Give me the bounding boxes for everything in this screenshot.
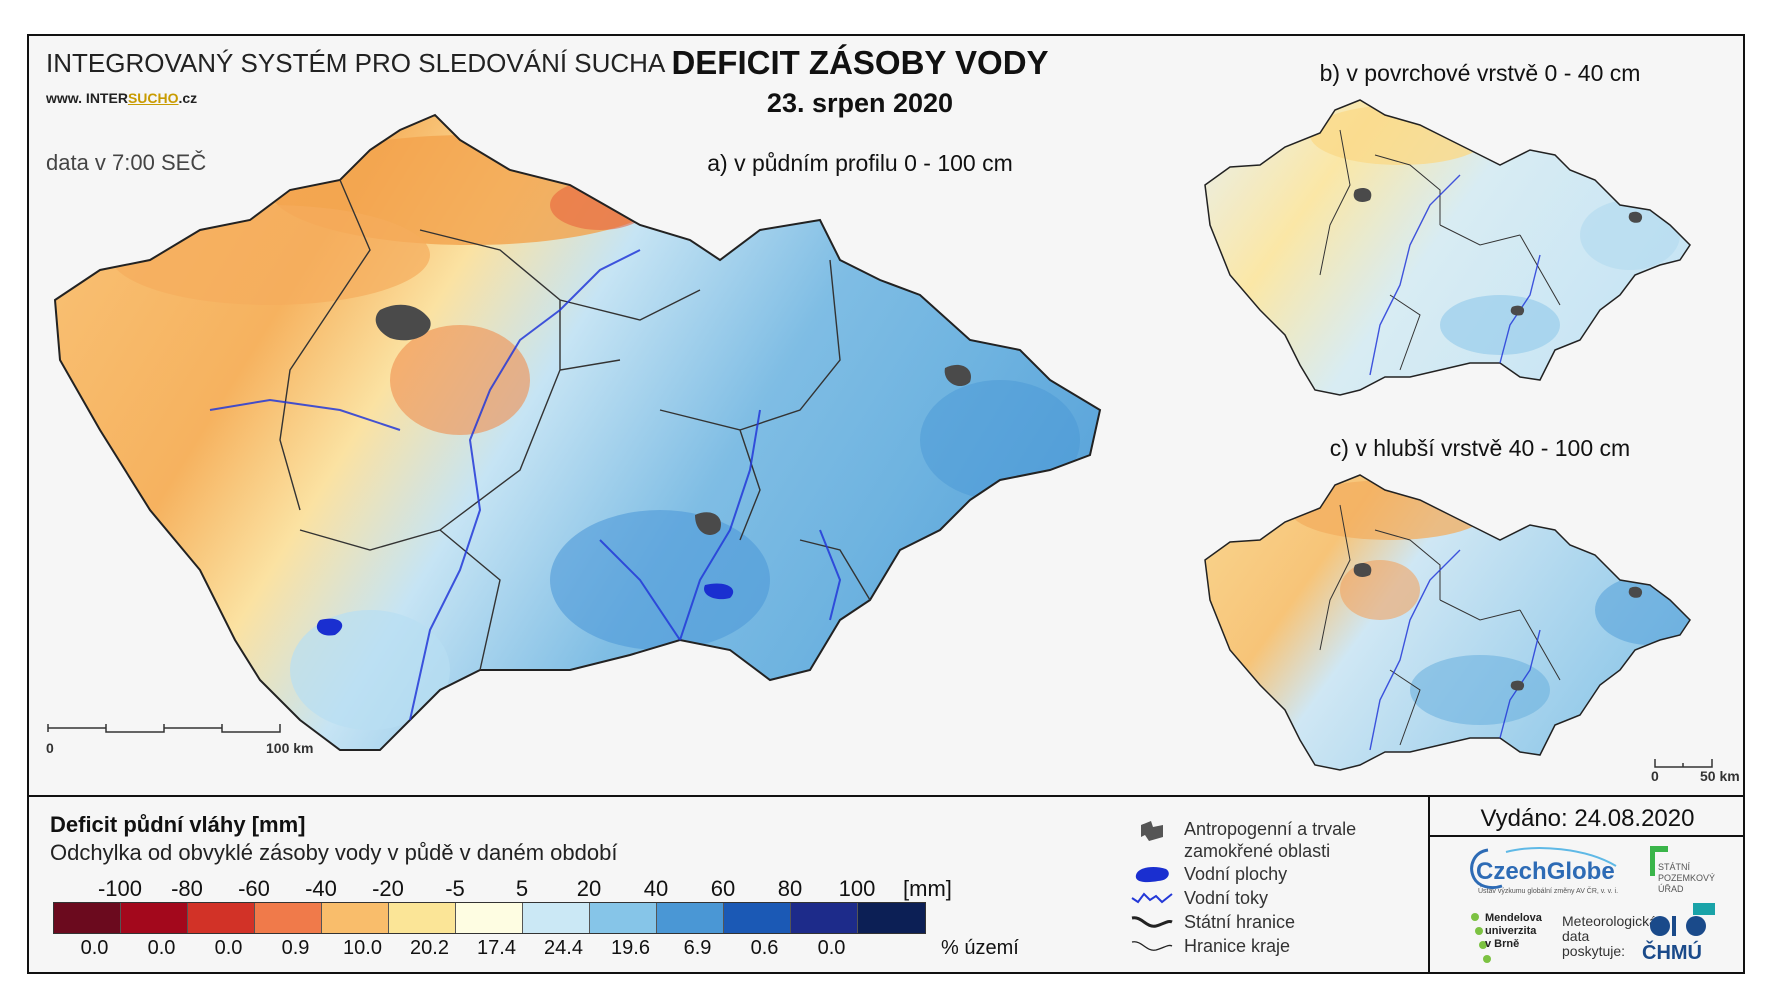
legend-tick-label: -100 (97, 876, 143, 901)
chmu-logo-icon (1650, 916, 1706, 936)
legend-percentage-value: 0.0 (80, 937, 109, 959)
legend-color-swatch (188, 903, 255, 933)
map-b-surface-0-40 (1204, 99, 1691, 396)
scale-bar-c (1654, 759, 1713, 768)
legend-anthropogenic: Antropogenní a trvale zamokřené oblasti (1130, 818, 1364, 862)
scale-c-end: 50 km (1700, 768, 1740, 784)
legend-tick-label: 80 (777, 876, 803, 901)
spu-logo-icon (1650, 846, 1668, 876)
legend-percentage-value: 6.9 (683, 937, 712, 959)
spu-logo: STÁTNÍ POZEMKOVÝ ÚŘAD (1658, 862, 1716, 894)
legend-title: Deficit půdní vláhy [mm] (50, 812, 306, 837)
legend-tick-label: -40 (305, 876, 337, 901)
legend-tick-label: 5 (515, 876, 529, 901)
water-body-icon (1130, 862, 1174, 886)
data-time: data v 7:00 SEČ (46, 150, 207, 175)
map-c-label: c) v hlubší vrstvě 40 - 100 cm (1329, 435, 1631, 461)
legend-streams: Vodní toky (1130, 886, 1268, 910)
website-link[interactable]: www. INTERSUCHO.cz (46, 90, 198, 106)
legend-tick-label: -60 (238, 876, 270, 901)
czechglobe-logo: CzechGlobe (1476, 858, 1615, 885)
main-title: DEFICIT ZÁSOBY VODY (671, 44, 1049, 81)
map-c-deep-40-100 (1204, 474, 1691, 771)
system-title: INTEGROVANÝ SYSTÉM PRO SLEDOVÁNÍ SUCHA (46, 48, 666, 78)
legend-color-swatch (121, 903, 188, 933)
legend-percentage-value: 0.6 (750, 937, 779, 959)
legend-percentage-value: 0.0 (147, 937, 176, 959)
divider (1428, 795, 1430, 974)
legend-tick-label: 100 (838, 876, 876, 901)
legend-subtitle: Odchylka od obvyklé zásoby vody v půdě v… (50, 840, 618, 865)
mendel-university-logo: Mendelova univerzita v Brně (1485, 912, 1542, 950)
legend-state-border: Státní hranice (1130, 910, 1295, 934)
czechglobe-logo-icon (1470, 847, 1617, 890)
map-a-label: a) v půdním profilu 0 - 100 cm (707, 150, 1013, 176)
legend-color-swatch (54, 903, 121, 933)
legend-color-swatch (322, 903, 389, 933)
scale-a-start: 0 (46, 740, 54, 756)
percent-label: % území (941, 937, 1019, 959)
stream-icon (1130, 886, 1174, 910)
legend-percentage-value: 0.0 (214, 937, 243, 959)
legend-tick-label: 60 (710, 876, 736, 901)
legend-color-swatch (858, 903, 925, 933)
legend-region-border: Hranice kraje (1130, 934, 1290, 958)
legend-percentage-value: 24.4 (544, 937, 583, 959)
legend-color-swatch (657, 903, 724, 933)
anthropogenic-area-icon (1130, 818, 1174, 842)
region-border-icon (1130, 934, 1174, 958)
legend-percentage-value: 0.0 (817, 937, 846, 959)
legend-percentage-value: 20.2 (410, 937, 449, 959)
scale-a-end: 100 km (266, 740, 314, 756)
legend-tick-label: 40 (643, 876, 669, 901)
issued-date: Vydáno: 24.08.2020 (1480, 805, 1695, 832)
legend-tick-label: -20 (372, 876, 404, 901)
legend-color-swatch (590, 903, 657, 933)
mendel-logo-icon (1471, 913, 1491, 963)
map-date: 23. srpen 2020 (766, 88, 954, 118)
legend-unit: [mm] (903, 876, 952, 901)
legend-color-swatch (255, 903, 322, 933)
scale-bar-a (47, 724, 281, 733)
legend-percentage-value: 0.9 (281, 937, 310, 959)
map-a-profile-0-100 (54, 114, 1101, 751)
legend-water-bodies: Vodní plochy (1130, 862, 1287, 886)
legend-percentage-value: 17.4 (477, 937, 516, 959)
state-border-icon (1130, 910, 1174, 934)
legend-tick-label: 20 (576, 876, 602, 901)
legend-percentage-value: 19.6 (611, 937, 650, 959)
legend-color-swatch (456, 903, 523, 933)
legend-color-swatch (724, 903, 791, 933)
legend-colorbar (53, 902, 926, 934)
map-b-label: b) v povrchové vrstvě 0 - 40 cm (1319, 60, 1641, 86)
legend-tick-label: -80 (171, 876, 203, 901)
meteo-data-provider: Meteorologická data poskytuje: (1562, 913, 1657, 959)
chmu-logo: ČHMÚ (1642, 942, 1702, 964)
legend-color-swatch (523, 903, 590, 933)
czechglobe-subtitle: Ústav výzkumu globální změny AV ČR, v. v… (1478, 888, 1619, 895)
divider (1428, 835, 1745, 837)
scale-c-start: 0 (1651, 768, 1659, 784)
legend-tick-label: -5 (445, 876, 465, 901)
spu-teal-mark (1693, 903, 1715, 915)
divider (27, 795, 1745, 797)
legend-color-swatch (791, 903, 858, 933)
legend-color-swatch (389, 903, 456, 933)
legend-percentage-value: 10.0 (343, 937, 382, 959)
